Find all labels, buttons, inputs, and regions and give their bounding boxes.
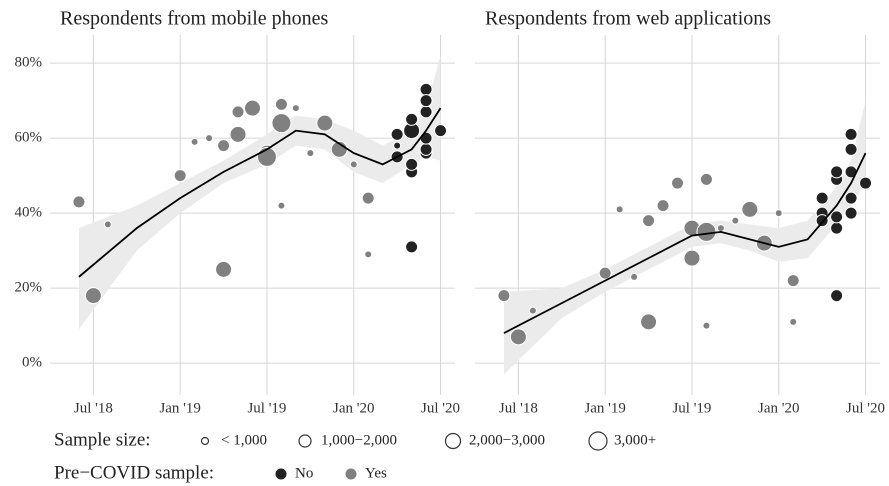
data-point: [699, 172, 713, 186]
x-tick-label: Jul '20: [846, 400, 885, 416]
x-tick-label: Jan '20: [758, 400, 799, 416]
data-point: [72, 195, 86, 209]
data-point: [274, 97, 288, 111]
data-point: [630, 272, 639, 281]
size-legend-label: 3,000+: [614, 432, 656, 448]
data-point: [815, 191, 829, 205]
data-point: [844, 127, 858, 141]
data-point: [844, 191, 858, 205]
data-point: [393, 141, 402, 150]
data-point: [419, 131, 433, 145]
data-point: [640, 313, 658, 331]
data-point: [789, 317, 798, 326]
data-point: [642, 214, 656, 228]
data-point: [497, 289, 511, 303]
data-point: [271, 113, 292, 134]
data-point: [205, 134, 214, 143]
color-legend-key: [275, 468, 287, 480]
data-point: [696, 221, 717, 242]
panel-title: Respondents from mobile phones: [60, 8, 329, 30]
size-legend-key: [200, 436, 210, 446]
size-legend-title: Sample size:: [54, 429, 151, 450]
data-point: [671, 176, 684, 190]
color-legend-label: Yes: [365, 465, 387, 481]
data-point: [615, 205, 624, 214]
data-point: [405, 112, 419, 126]
color-legend-label: No: [295, 465, 313, 481]
data-point: [231, 105, 245, 119]
data-point: [419, 94, 433, 108]
data-point: [844, 206, 858, 220]
data-point: [683, 249, 701, 267]
x-tick-label: Jul '19: [247, 400, 286, 416]
data-point: [419, 142, 433, 156]
data-point: [509, 328, 527, 346]
data-point: [229, 125, 247, 143]
data-point: [84, 287, 102, 305]
y-tick-label: 60%: [15, 130, 43, 146]
data-point: [656, 199, 670, 213]
y-tick-label: 20%: [15, 280, 43, 296]
size-legend-key: [444, 432, 462, 450]
color-legend-key: [345, 468, 357, 480]
data-point: [390, 127, 404, 141]
data-point: [830, 289, 844, 303]
size-legend-key: [588, 431, 608, 451]
data-point: [419, 105, 433, 119]
data-point: [859, 176, 873, 190]
data-point: [103, 220, 112, 229]
x-tick-label: Jul '18: [499, 400, 538, 416]
data-point: [598, 266, 612, 280]
y-tick-label: 80%: [15, 55, 43, 71]
data-point: [528, 306, 537, 315]
data-point: [244, 99, 261, 117]
data-point: [215, 260, 233, 278]
data-point: [702, 321, 711, 330]
panel-title: Respondents from web applications: [485, 8, 771, 30]
size-legend-label: < 1,000: [221, 432, 267, 448]
data-point: [277, 201, 286, 210]
data-point: [364, 250, 373, 259]
data-point: [173, 169, 187, 183]
data-point: [405, 240, 419, 254]
data-point: [361, 191, 375, 205]
confidence-band: [503, 100, 866, 375]
data-point: [405, 157, 419, 171]
data-point: [741, 200, 759, 218]
x-tick-label: Jul '18: [74, 400, 113, 416]
data-point: [306, 149, 315, 158]
data-point: [716, 224, 725, 233]
data-point: [190, 137, 199, 146]
color-legend-title: Pre−COVID sample:: [54, 462, 214, 483]
data-point: [844, 142, 858, 156]
y-tick-label: 40%: [15, 205, 43, 221]
data-point: [830, 210, 844, 224]
trend-line: [78, 107, 442, 278]
data-point: [830, 221, 844, 235]
data-point: [786, 274, 800, 288]
y-tick-label: 0%: [22, 355, 42, 371]
size-legend-label: 1,000−2,000: [321, 432, 397, 448]
x-tick-label: Jul '20: [421, 400, 460, 416]
size-legend-label: 2,000−3,000: [469, 432, 545, 448]
data-point: [217, 139, 231, 153]
x-tick-label: Jan '19: [584, 400, 625, 416]
data-point: [419, 82, 433, 96]
data-point: [349, 160, 358, 169]
data-point: [291, 104, 300, 113]
data-point: [774, 209, 783, 218]
data-point: [434, 124, 448, 138]
data-point: [830, 165, 844, 179]
x-tick-label: Jan '19: [159, 400, 200, 416]
data-point: [731, 216, 740, 225]
size-legend-key: [298, 434, 312, 448]
data-point: [316, 114, 334, 132]
x-tick-label: Jan '20: [333, 400, 374, 416]
trend-line: [503, 152, 867, 334]
x-tick-label: Jul '19: [672, 400, 711, 416]
